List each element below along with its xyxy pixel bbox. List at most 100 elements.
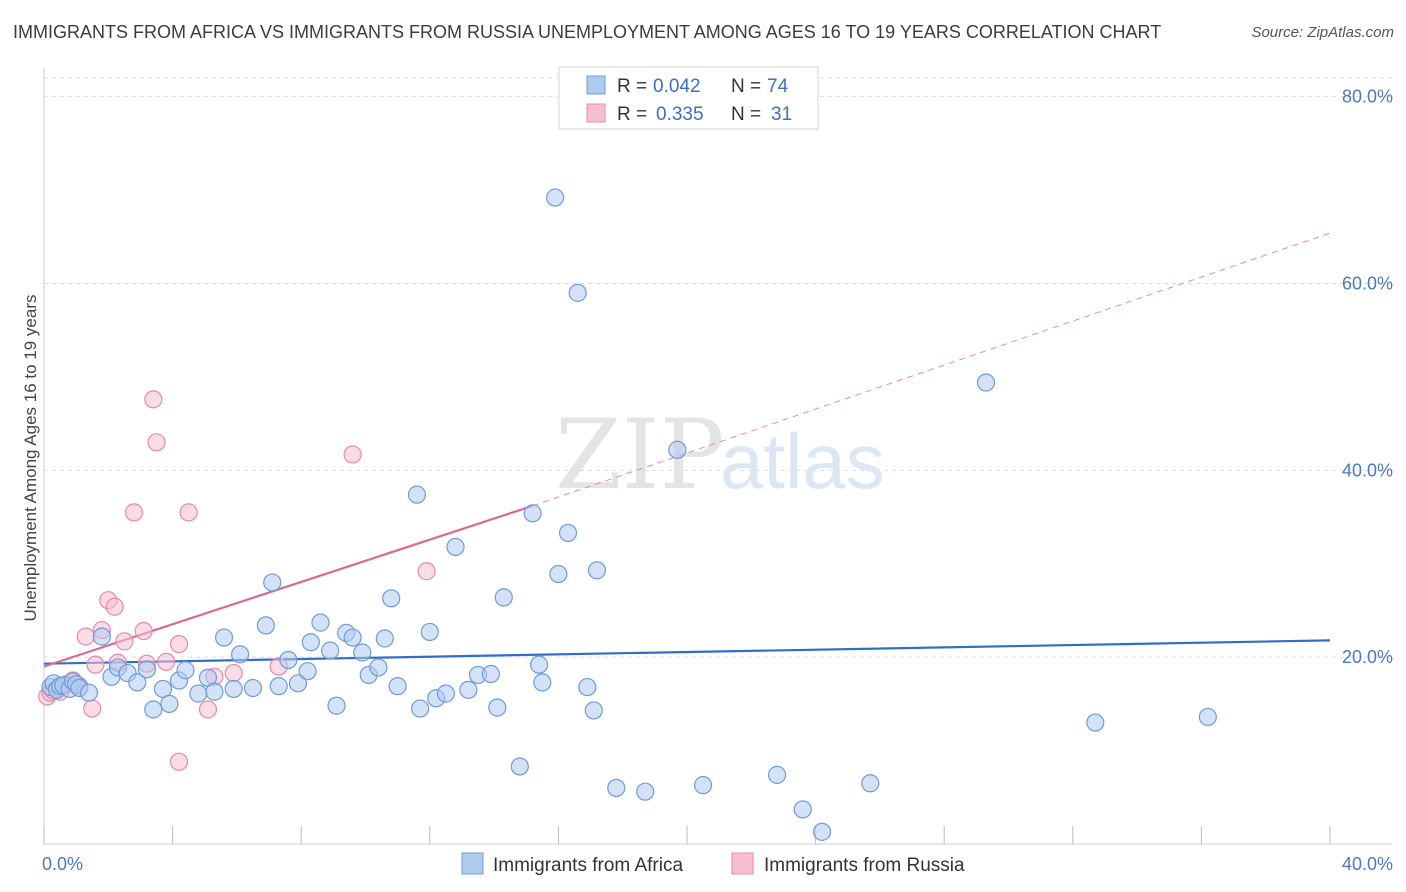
legend-russia-n-value: 31 [771,104,792,125]
africa-point [693,776,713,795]
y-tick-label: 40.0% [1342,460,1393,480]
y-tick-label: 60.0% [1342,274,1393,294]
africa-point [205,682,224,701]
africa-point [636,782,655,801]
africa-point [549,564,568,584]
africa-point [568,283,587,302]
africa-point [288,674,308,693]
y-tick-label: 80.0% [1342,87,1393,107]
africa-point [510,757,529,776]
africa-point [298,662,317,681]
watermark-atlas: atlas [720,417,885,505]
africa-point [79,683,99,702]
russia-point [76,627,95,646]
tick-labels: 20.0% 40.0% 60.0% 80.0% 0.0% 40.0% [42,87,1393,874]
africa-trend-line [43,639,1331,665]
africa-point [353,643,372,662]
africa-point [137,660,156,679]
legend-russia-swatch [586,103,606,123]
chart-title: IMMIGRANTS FROM AFRICA VS IMMIGRANTS FRO… [13,22,1162,42]
russia-point [198,700,218,719]
russia-point [144,390,163,409]
legend-africa-r-value: 0.042 [653,76,701,97]
africa-point [488,698,507,717]
watermark-zip: ZIP [555,399,724,511]
africa-point [1086,713,1105,732]
africa-point [607,778,626,798]
africa-point [530,655,549,674]
russia-point [86,655,105,674]
africa-point [375,629,394,648]
grid-lines [44,77,1392,658]
bottom-legend: Immigrants from Africa Immigrants from R… [461,852,965,876]
watermark: ZIP atlas [555,399,885,511]
africa-point [153,679,173,699]
africa-point [494,588,513,607]
y-axis-label: Unemployment Among Ages 16 to 19 years [21,295,40,622]
africa-point [812,822,832,841]
africa-point [382,589,401,608]
y-axis-title: Unemployment Among Ages 16 to 19 years [21,295,40,622]
africa-point [301,633,320,652]
africa-point [481,664,500,684]
africa-point [269,677,288,696]
africa-point [1198,707,1217,727]
africa-point [321,641,340,660]
africa-point [231,645,250,664]
legend-africa-swatch [586,75,606,95]
legend: R = 0.042 N = 74 R = 0.335 N = 31 [558,66,819,130]
africa-point [160,694,179,713]
bottom-legend-africa-label: Immigrants from Africa [493,855,683,876]
russia-point [417,562,436,581]
africa-point [558,523,578,543]
russia-point [169,634,189,654]
russia-point [105,597,124,616]
africa-point [224,679,243,699]
russia-point [157,652,176,671]
russia-point [179,503,198,522]
legend-russia-r-label: R = [617,104,647,125]
africa-point [311,613,330,632]
bottom-legend-africa-swatch [461,852,484,875]
africa-point [243,678,263,698]
axes [43,68,1392,845]
africa-point [411,699,430,718]
x-tick-label: 0.0% [42,854,83,874]
russia-point [169,752,189,771]
africa-point [189,684,208,703]
africa-point [861,774,880,793]
africa-point [793,800,812,819]
africa-point [343,628,362,647]
legend-africa-n-label: N = [731,76,761,97]
russia-point [115,632,134,651]
africa-point [388,677,407,696]
africa-point [533,673,552,692]
africa-point [523,504,542,523]
africa-point [578,677,597,697]
africa-point [459,680,478,699]
africa-point [128,673,147,692]
africa-point [436,684,455,703]
bottom-legend-russia-label: Immigrants from Russia [764,855,965,876]
africa-point [584,701,603,720]
africa-point [976,373,996,392]
africa-point [767,765,787,784]
africa-point [327,696,346,715]
legend-africa-r-label: R = [617,76,647,97]
russia-point [224,663,243,683]
africa-point [256,616,275,635]
legend-russia-n-label: N = [731,104,761,125]
russia-point [343,445,362,464]
africa-point [446,537,465,557]
africa-point [214,628,234,647]
africa-point [279,650,298,670]
russia-point [147,433,166,452]
legend-africa-n-value: 74 [767,76,789,97]
africa-point [144,700,163,719]
russia-point [124,503,144,522]
africa-point [420,622,439,642]
data-points [38,188,1217,841]
africa-point [176,661,195,680]
africa-point [668,440,687,459]
